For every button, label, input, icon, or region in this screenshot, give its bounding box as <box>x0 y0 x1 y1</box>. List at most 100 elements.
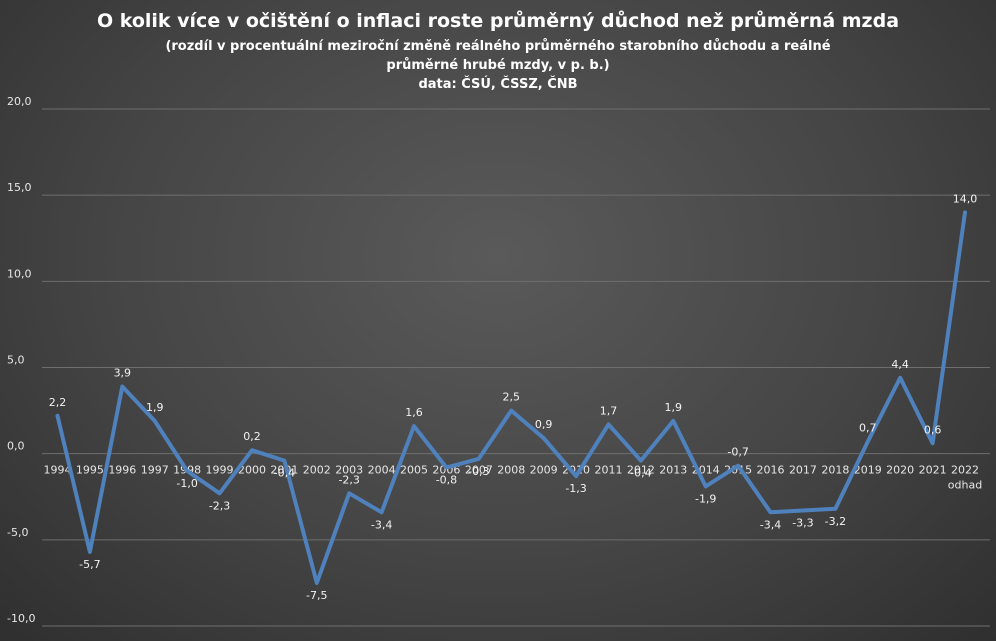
y-tick-label: 15,0 <box>7 181 32 194</box>
x-tick-label: 1995 <box>76 464 104 477</box>
data-point <box>444 465 448 469</box>
data-label: -1,9 <box>695 492 716 505</box>
data-point <box>347 491 351 495</box>
x-tick-label: 2012 <box>627 464 655 477</box>
x-tick-label: 1996 <box>108 464 136 477</box>
x-tick-label: 2018 <box>821 464 849 477</box>
data-label: -2,3 <box>209 499 230 512</box>
x-tick-label: 2009 <box>530 464 558 477</box>
y-tick-label: 5,0 <box>7 354 25 367</box>
data-point <box>282 459 286 463</box>
x-tick-sublabel: odhad <box>948 479 982 492</box>
x-tick-label: 2003 <box>335 464 363 477</box>
data-label: 2,2 <box>49 396 67 409</box>
data-label: -5,7 <box>79 558 100 571</box>
x-tick-label: 1999 <box>206 464 234 477</box>
data-point <box>477 457 481 461</box>
data-label: -3,4 <box>371 518 392 531</box>
data-label: 2,5 <box>503 391 521 404</box>
data-label: -7,5 <box>306 589 327 602</box>
x-tick-label: 2019 <box>854 464 882 477</box>
x-tick-label: 2017 <box>789 464 817 477</box>
data-point <box>120 384 124 388</box>
gridlines <box>42 108 990 627</box>
data-label: 0,7 <box>859 422 877 435</box>
data-point <box>639 459 643 463</box>
data-label: 1,9 <box>146 401 164 414</box>
x-tick-label: 2016 <box>757 464 785 477</box>
x-tick-label: 2022 <box>951 464 979 477</box>
x-tick-label: 2011 <box>594 464 622 477</box>
x-tick-label: 2021 <box>919 464 947 477</box>
data-label: 1,6 <box>405 406 423 419</box>
data-point <box>542 436 546 440</box>
data-label: -0,8 <box>436 473 457 486</box>
chart-source: data: ČSÚ, ČSSZ, ČNB <box>418 76 577 92</box>
y-tick-label: -10,0 <box>7 612 35 625</box>
x-tick-label: 2004 <box>368 464 396 477</box>
y-axis: -10,0 -5,0 0,0 5,0 10,0 15,0 20,0 <box>7 95 35 625</box>
x-tick-label: 2001 <box>270 464 298 477</box>
data-label: 4,4 <box>891 358 909 371</box>
data-point <box>153 419 157 423</box>
x-tick-label: 2005 <box>400 464 428 477</box>
y-tick-label: 10,0 <box>7 267 32 280</box>
chart-titles: O kolik více v očištění o inflaci roste … <box>97 9 899 92</box>
data-label: 0,6 <box>924 423 942 436</box>
data-label: -3,4 <box>760 518 781 531</box>
data-point <box>88 550 92 554</box>
data-label: -0,7 <box>727 446 748 459</box>
data-label: 0,9 <box>535 418 553 431</box>
data-point <box>931 441 935 445</box>
data-label: 1,7 <box>600 404 618 417</box>
x-tick-label: 2013 <box>659 464 687 477</box>
series-line-group <box>55 210 967 585</box>
x-tick-label: 2000 <box>238 464 266 477</box>
y-tick-label: 20,0 <box>7 95 32 108</box>
y-tick-label: 0,0 <box>7 440 25 453</box>
data-label: 1,9 <box>665 401 683 414</box>
data-point <box>218 491 222 495</box>
data-point <box>736 464 740 468</box>
x-tick-label: 2020 <box>886 464 914 477</box>
data-point <box>185 469 189 473</box>
data-label: 3,9 <box>114 366 132 379</box>
data-point <box>250 448 254 452</box>
data-point <box>574 474 578 478</box>
data-point <box>704 484 708 488</box>
data-label: -3,3 <box>792 517 813 530</box>
data-point <box>898 376 902 380</box>
data-point <box>671 419 675 423</box>
data-point <box>56 414 59 418</box>
data-point <box>509 409 513 413</box>
data-point <box>606 422 610 426</box>
data-point <box>833 507 837 511</box>
data-point <box>866 440 870 444</box>
data-point <box>963 210 967 214</box>
data-label: -0,4 <box>274 467 295 480</box>
data-labels: 2,2 -5,7 3,9 1,9 -1,0 -2,3 0,2 -0,4 -7,5 -2,3 -3,4… <box>49 192 978 602</box>
data-point <box>801 509 805 513</box>
chart-title: O kolik více v očištění o inflaci roste … <box>97 9 899 32</box>
y-tick-label: -5,0 <box>7 526 28 539</box>
x-tick-label: 1997 <box>141 464 169 477</box>
data-label: -2,3 <box>338 473 359 486</box>
data-label: -1,3 <box>565 482 586 495</box>
x-tick-label: 2008 <box>497 464 525 477</box>
data-label: -0,3 <box>468 465 489 478</box>
data-label: 14,0 <box>953 192 978 205</box>
x-tick-label: 1994 <box>44 464 72 477</box>
data-label: -0,4 <box>630 467 651 480</box>
chart-subtitle-line-2: průměrné hrubé mzdy, v p. b.) <box>386 58 609 73</box>
data-point <box>315 581 319 585</box>
x-tick-label: 2002 <box>303 464 331 477</box>
data-point <box>769 510 773 514</box>
data-label: 0,2 <box>243 430 261 443</box>
data-label: -1,0 <box>176 477 197 490</box>
x-tick-label: 2007 <box>465 464 493 477</box>
data-point <box>412 424 416 428</box>
data-label: -3,2 <box>825 515 846 528</box>
data-point <box>380 510 384 514</box>
chart-subtitle-line-1: (rozdíl v procentuální meziroční změně r… <box>165 39 830 54</box>
